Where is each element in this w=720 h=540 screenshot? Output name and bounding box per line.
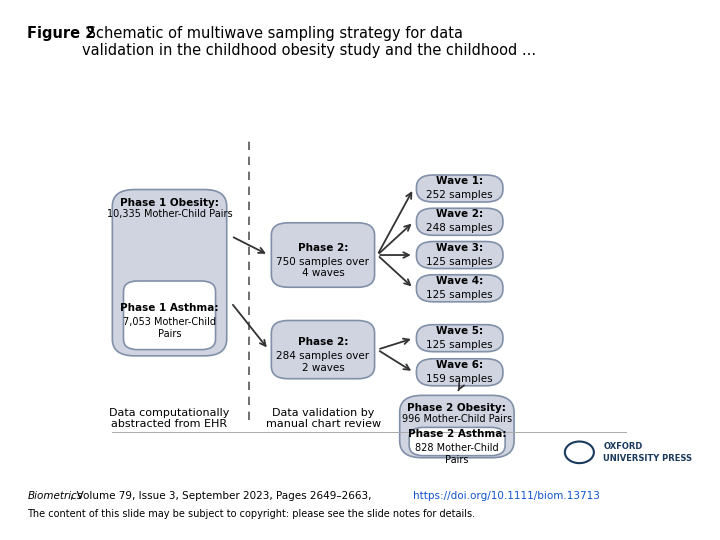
Text: 828 Mother-Child
Pairs: 828 Mother-Child Pairs [415, 443, 499, 465]
Text: Wave 4:: Wave 4: [436, 276, 483, 286]
FancyBboxPatch shape [416, 275, 503, 302]
FancyBboxPatch shape [416, 175, 503, 202]
Text: Wave 3:: Wave 3: [436, 242, 483, 253]
Text: Phase 2 Asthma:: Phase 2 Asthma: [408, 429, 506, 439]
Text: 125 samples: 125 samples [426, 290, 493, 300]
FancyBboxPatch shape [416, 208, 503, 235]
Text: 248 samples: 248 samples [426, 224, 493, 233]
Text: 125 samples: 125 samples [426, 256, 493, 267]
FancyBboxPatch shape [409, 427, 505, 456]
Text: 125 samples: 125 samples [426, 340, 493, 350]
FancyBboxPatch shape [416, 241, 503, 268]
FancyBboxPatch shape [271, 223, 374, 287]
FancyBboxPatch shape [112, 190, 227, 356]
Text: OXFORD
UNIVERSITY PRESS: OXFORD UNIVERSITY PRESS [603, 442, 693, 463]
Text: 159 samples: 159 samples [426, 374, 493, 384]
Text: 252 samples: 252 samples [426, 190, 493, 200]
Text: Wave 6:: Wave 6: [436, 360, 483, 370]
FancyBboxPatch shape [400, 395, 514, 458]
Text: Figure 2: Figure 2 [27, 26, 96, 41]
Text: 750 samples over
4 waves: 750 samples over 4 waves [276, 256, 369, 278]
Text: Phase 1 Obesity:: Phase 1 Obesity: [120, 198, 219, 208]
Text: Data computationally
abstracted from EHR: Data computationally abstracted from EHR [109, 408, 230, 429]
Text: The content of this slide may be subject to copyright: please see the slide note: The content of this slide may be subject… [27, 509, 475, 519]
FancyBboxPatch shape [271, 321, 374, 379]
Text: Phase 2 Obesity:: Phase 2 Obesity: [408, 403, 506, 413]
Text: Phase 2:: Phase 2: [298, 242, 348, 253]
Text: Schematic of multiwave sampling strategy for data
validation in the childhood ob: Schematic of multiwave sampling strategy… [82, 26, 536, 58]
Text: https://doi.org/10.1111/biom.13713: https://doi.org/10.1111/biom.13713 [413, 491, 600, 502]
Text: 996 Mother-Child Pairs: 996 Mother-Child Pairs [402, 414, 512, 424]
Text: Wave 5:: Wave 5: [436, 326, 483, 336]
Text: , Volume 79, Issue 3, September 2023, Pages 2649–2663,: , Volume 79, Issue 3, September 2023, Pa… [70, 491, 374, 502]
Text: 284 samples over
2 waves: 284 samples over 2 waves [276, 352, 369, 373]
Text: 7,053 Mother-Child
Pairs: 7,053 Mother-Child Pairs [123, 317, 216, 339]
Text: Wave 2:: Wave 2: [436, 210, 483, 219]
Text: Phase 1 Asthma:: Phase 1 Asthma: [120, 303, 219, 313]
Text: Wave 1:: Wave 1: [436, 176, 483, 186]
Text: Phase 2:: Phase 2: [298, 337, 348, 347]
FancyBboxPatch shape [416, 359, 503, 386]
Text: 10,335 Mother-Child Pairs: 10,335 Mother-Child Pairs [107, 210, 233, 219]
FancyBboxPatch shape [124, 281, 215, 349]
FancyBboxPatch shape [416, 325, 503, 352]
Text: Biometrics: Biometrics [27, 491, 83, 502]
Text: Data validation by
manual chart review: Data validation by manual chart review [266, 408, 381, 429]
